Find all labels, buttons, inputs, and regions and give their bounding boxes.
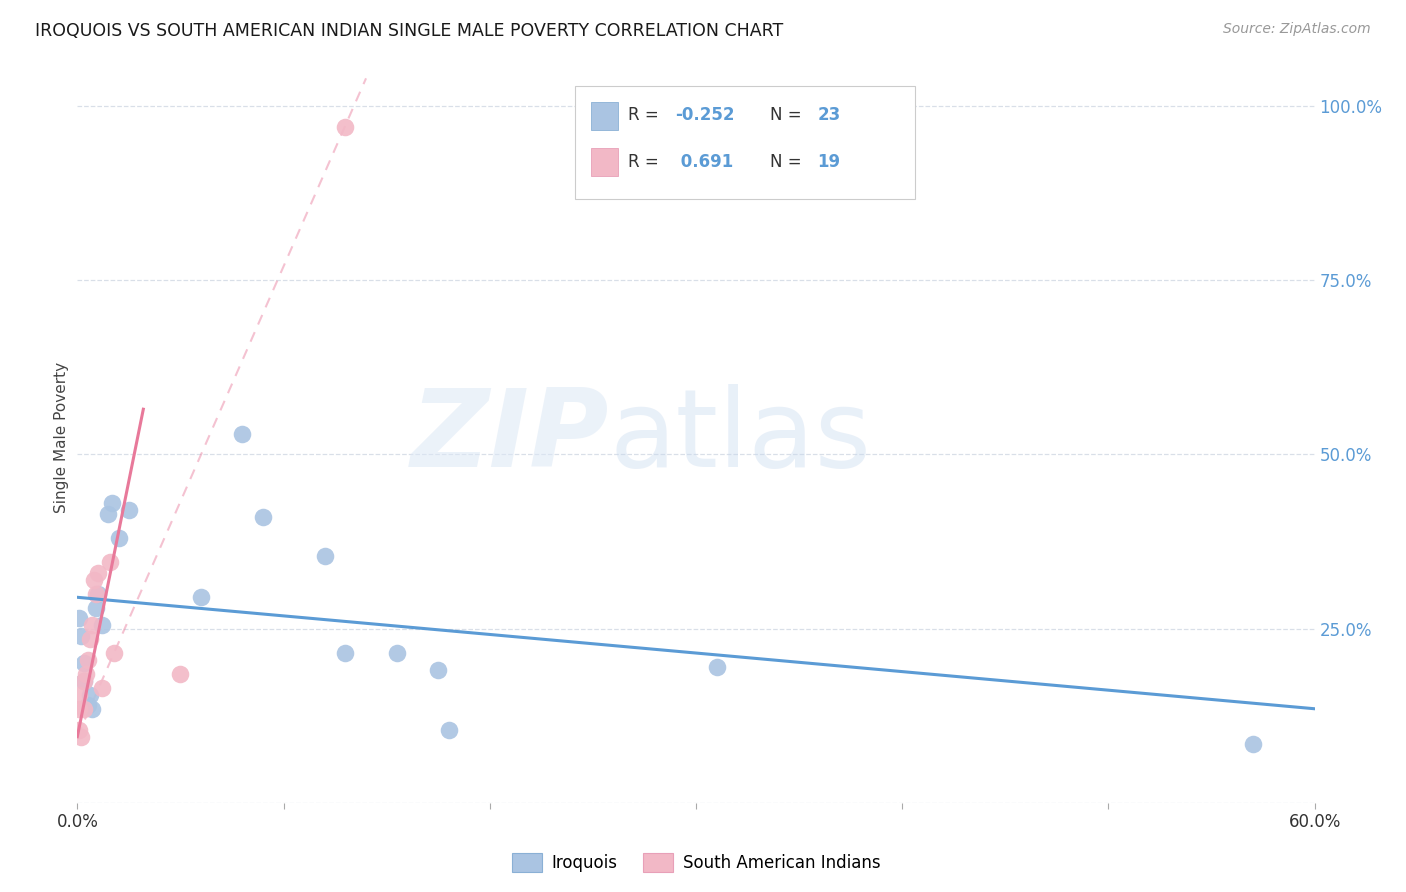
Point xyxy=(70,629,93,643)
Point xyxy=(72,702,94,716)
Text: 0.691: 0.691 xyxy=(675,153,733,171)
Text: 19: 19 xyxy=(817,153,841,171)
Point xyxy=(70,730,93,744)
Point xyxy=(252,510,274,524)
Point xyxy=(98,556,121,570)
Text: N =: N = xyxy=(770,153,807,171)
Point xyxy=(335,646,357,660)
Point xyxy=(385,646,408,660)
Text: ZIP: ZIP xyxy=(411,384,609,490)
Point xyxy=(1241,737,1264,751)
Point xyxy=(67,611,90,625)
Text: 23: 23 xyxy=(817,106,841,124)
Point xyxy=(84,587,107,601)
Point xyxy=(72,673,94,688)
Text: IROQUOIS VS SOUTH AMERICAN INDIAN SINGLE MALE POVERTY CORRELATION CHART: IROQUOIS VS SOUTH AMERICAN INDIAN SINGLE… xyxy=(35,22,783,40)
Point xyxy=(335,120,357,134)
Text: R =: R = xyxy=(628,153,664,171)
FancyBboxPatch shape xyxy=(591,148,619,176)
Text: atlas: atlas xyxy=(609,384,872,490)
Point xyxy=(67,723,90,737)
FancyBboxPatch shape xyxy=(575,86,915,200)
Point xyxy=(118,503,141,517)
Point xyxy=(79,632,101,646)
Text: Source: ZipAtlas.com: Source: ZipAtlas.com xyxy=(1223,22,1371,37)
Point xyxy=(437,723,460,737)
Point xyxy=(87,566,110,580)
Point xyxy=(231,426,253,441)
Point xyxy=(72,657,94,671)
Point xyxy=(75,667,97,681)
Point xyxy=(107,531,129,545)
Point xyxy=(91,618,114,632)
Point xyxy=(83,573,105,587)
Point xyxy=(76,698,98,713)
FancyBboxPatch shape xyxy=(591,102,619,130)
Point xyxy=(76,653,98,667)
Text: -0.252: -0.252 xyxy=(675,106,734,124)
Point xyxy=(706,660,728,674)
Point xyxy=(72,673,94,688)
Text: N =: N = xyxy=(770,106,807,124)
Point xyxy=(427,664,450,678)
Point xyxy=(79,688,101,702)
Point xyxy=(67,688,90,702)
Point xyxy=(67,702,90,716)
Point xyxy=(87,587,110,601)
Point xyxy=(84,600,107,615)
Point xyxy=(80,618,103,632)
Point xyxy=(101,496,124,510)
Point xyxy=(97,507,120,521)
Point xyxy=(314,549,336,563)
Y-axis label: Single Male Poverty: Single Male Poverty xyxy=(53,361,69,513)
Point xyxy=(169,667,191,681)
Point xyxy=(80,702,103,716)
Text: R =: R = xyxy=(628,106,664,124)
Point xyxy=(190,591,212,605)
Legend: Iroquois, South American Indians: Iroquois, South American Indians xyxy=(505,846,887,879)
Point xyxy=(91,681,114,695)
Point xyxy=(103,646,125,660)
